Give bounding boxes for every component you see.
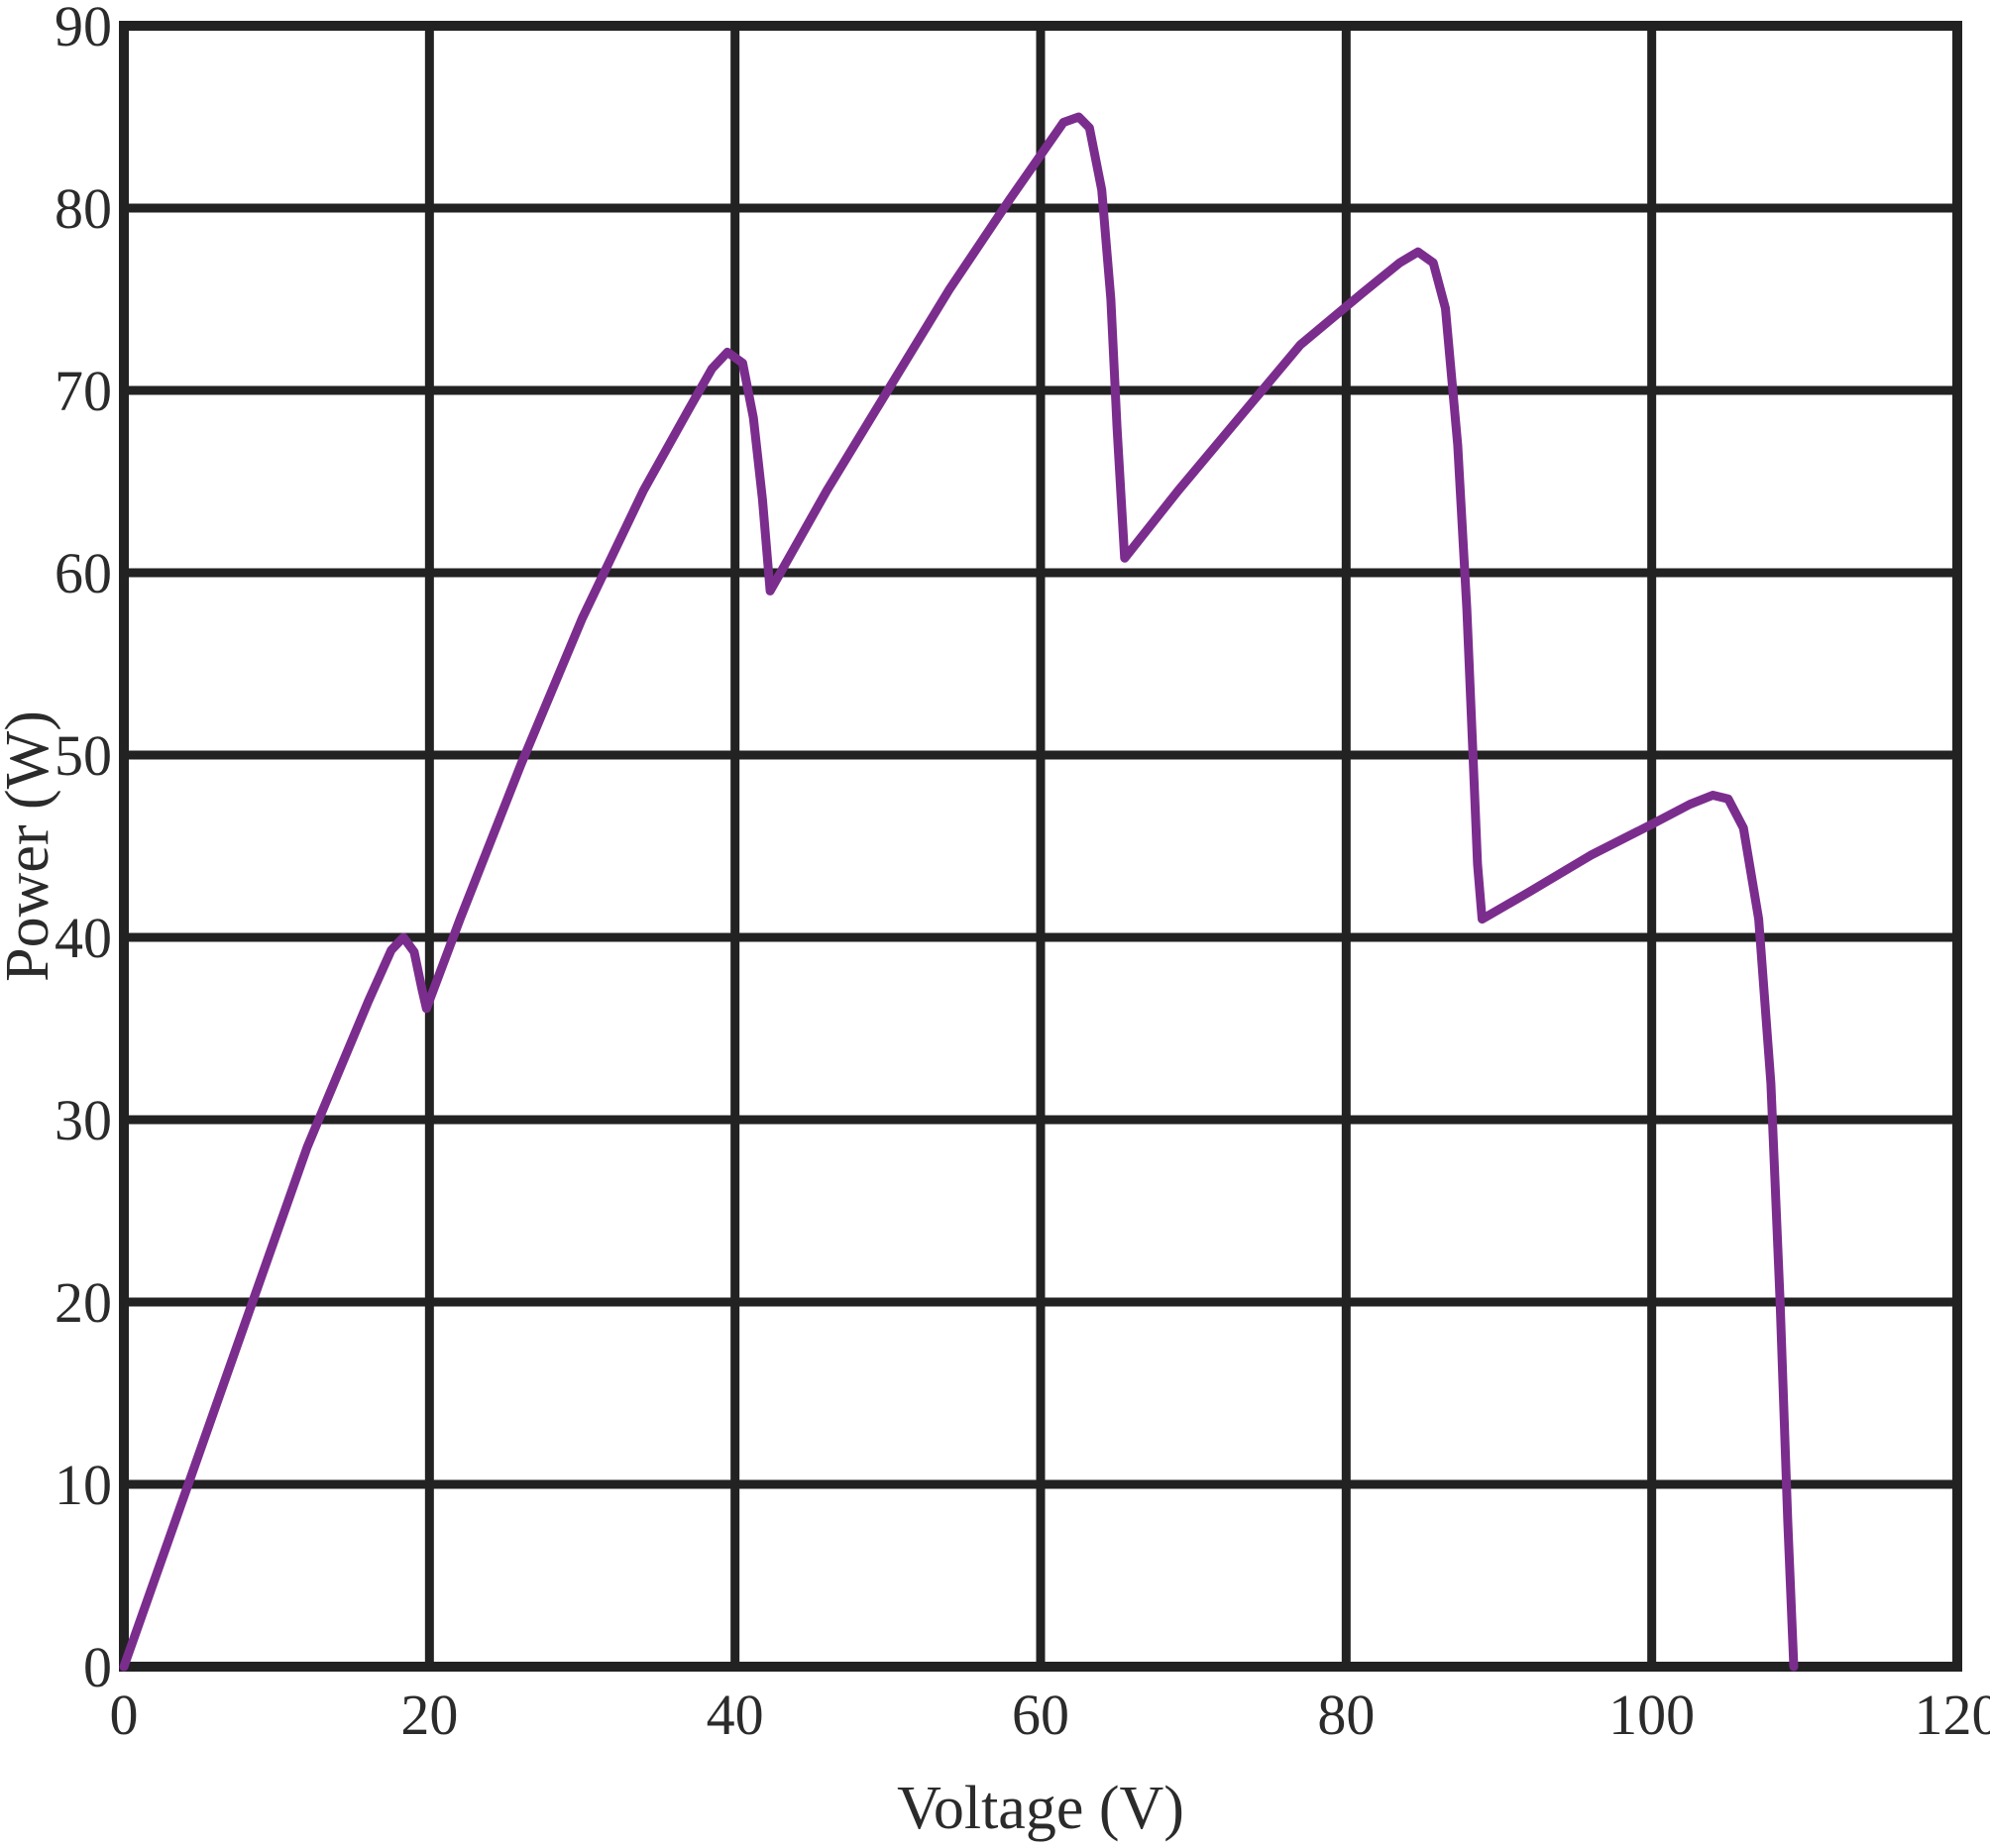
x-axis-title: Voltage (V) <box>897 1775 1184 1842</box>
series-layer <box>119 112 1799 1672</box>
y-tick-label-20: 20 <box>55 1270 112 1335</box>
y-tick-label-70: 70 <box>55 359 112 423</box>
y-tick-label-50: 50 <box>55 723 112 788</box>
y-tick-label-10: 10 <box>55 1453 112 1517</box>
y-tick-labels: 0 10 20 30 40 50 60 70 80 90 <box>55 0 112 1699</box>
y-tick-label-80: 80 <box>55 176 112 241</box>
vertical-gridlines <box>119 26 1962 1667</box>
y-tick-label-60: 60 <box>55 541 112 605</box>
x-tick-label-60: 60 <box>1012 1683 1069 1747</box>
x-tick-label-80: 80 <box>1317 1683 1375 1747</box>
y-tick-label-40: 40 <box>55 906 112 970</box>
x-tick-label-100: 100 <box>1608 1683 1695 1747</box>
x-tick-label-20: 20 <box>400 1683 458 1747</box>
y-axis-title: Power (W) <box>0 710 61 982</box>
plot-frame <box>119 21 1962 1672</box>
y-tick-label-90: 90 <box>55 0 112 58</box>
y-tick-label-0: 0 <box>83 1635 112 1699</box>
y-tick-label-30: 30 <box>55 1088 112 1152</box>
x-tick-label-40: 40 <box>707 1683 764 1747</box>
x-tick-label-0: 0 <box>110 1683 139 1747</box>
x-tick-labels: 0 20 40 60 80 100 120 <box>110 1683 1990 1747</box>
series-line-1 <box>119 112 1799 1672</box>
x-tick-label-120: 120 <box>1915 1683 1990 1747</box>
